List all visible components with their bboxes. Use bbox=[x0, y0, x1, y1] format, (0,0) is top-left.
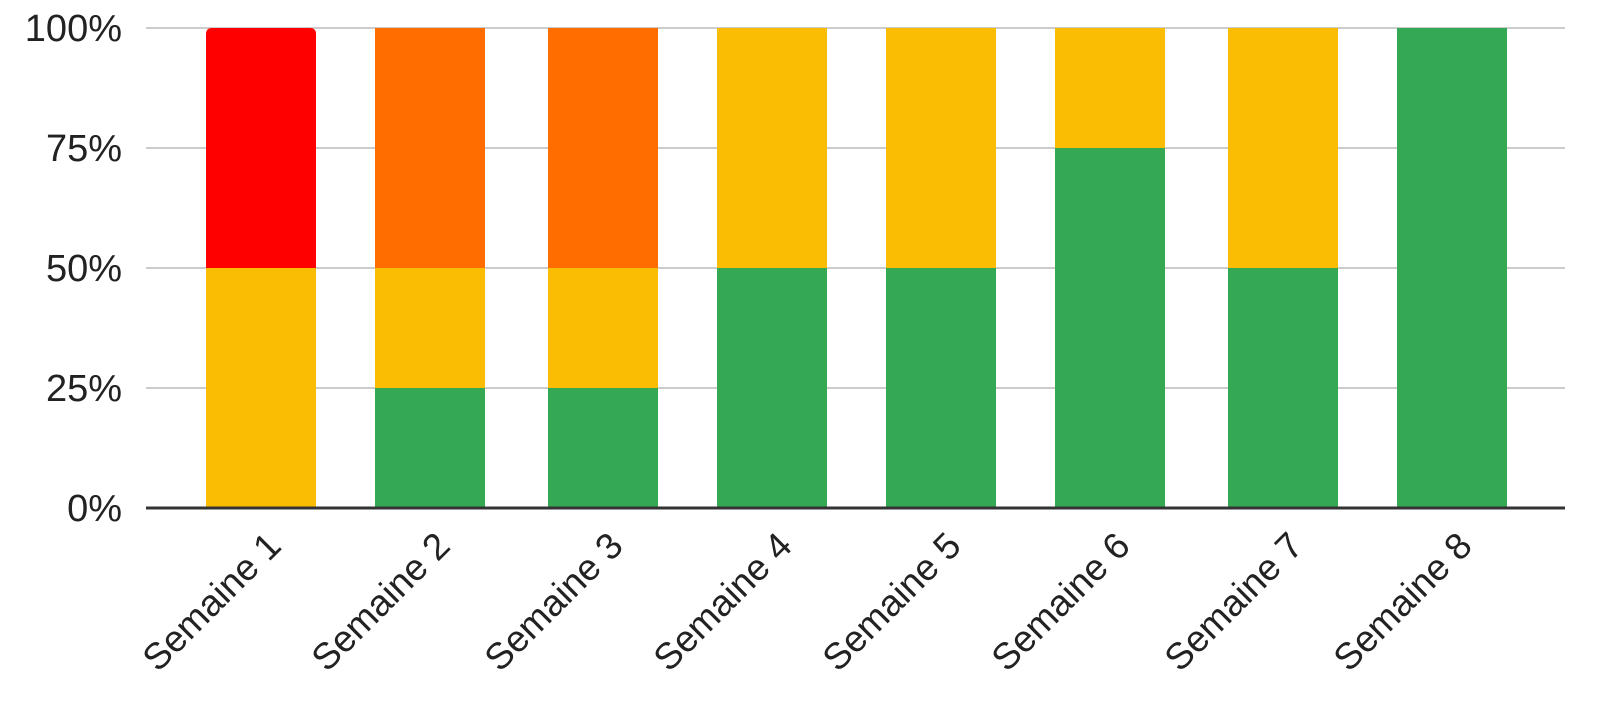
bar-segment bbox=[206, 268, 316, 508]
y-tick-label: 100% bbox=[25, 8, 122, 50]
bar-segment bbox=[886, 268, 996, 508]
x-category-label: Semaine 2 bbox=[304, 525, 458, 679]
x-category-labels: Semaine 1 Semaine 2 Semaine 3 Semaine 4 Sema… bbox=[135, 525, 1480, 679]
bars bbox=[206, 28, 1507, 508]
y-tick-label: 50% bbox=[46, 248, 122, 290]
bar-segment bbox=[1228, 28, 1338, 268]
x-category-label: Semaine 8 bbox=[1326, 525, 1480, 679]
bar-segment bbox=[717, 268, 827, 508]
bar-segment bbox=[1397, 28, 1507, 508]
bar-segment bbox=[548, 268, 658, 388]
bar-segment bbox=[548, 388, 658, 508]
bar-segment bbox=[886, 28, 996, 268]
bar-segment bbox=[717, 28, 827, 268]
y-tick-label: 0% bbox=[67, 488, 122, 530]
bar-segment bbox=[375, 268, 485, 388]
y-tick-labels: 0% 25% 50% 75% 100% bbox=[25, 8, 122, 530]
bar-segment bbox=[375, 388, 485, 508]
x-category-label: Semaine 4 bbox=[646, 525, 800, 679]
x-category-label: Semaine 1 bbox=[135, 525, 289, 679]
y-tick-label: 75% bbox=[46, 128, 122, 170]
bar-segment bbox=[375, 28, 485, 268]
y-tick-label: 25% bbox=[46, 368, 122, 410]
bar-segment bbox=[548, 28, 658, 268]
x-category-label: Semaine 5 bbox=[815, 525, 969, 679]
bar-segment bbox=[1055, 28, 1165, 148]
bar-segment bbox=[1228, 268, 1338, 508]
bar-segment bbox=[206, 28, 316, 268]
gridlines bbox=[146, 27, 1565, 389]
x-category-label: Semaine 7 bbox=[1157, 525, 1311, 679]
x-category-label: Semaine 3 bbox=[477, 525, 631, 679]
x-category-label: Semaine 6 bbox=[984, 525, 1138, 679]
bar-segment bbox=[1055, 148, 1165, 508]
